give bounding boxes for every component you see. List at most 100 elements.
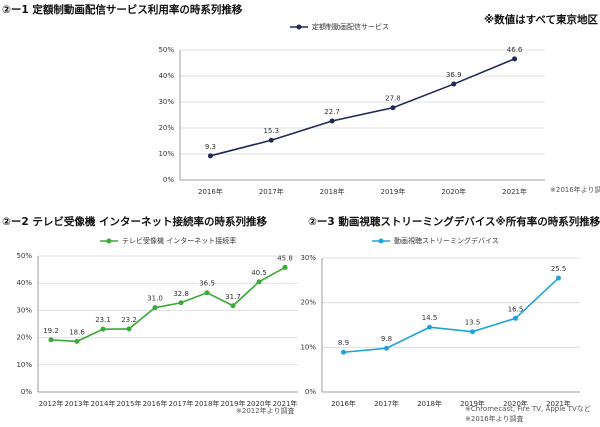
legend-marker	[378, 238, 384, 244]
y-tick-label: 10%	[16, 361, 32, 369]
footnote: ※Chromecast, Fire TV, Apple TVなど	[465, 405, 591, 413]
data-label: 8.9	[338, 339, 349, 347]
data-label: 46.6	[507, 46, 523, 54]
x-tick-label: 2019年	[460, 399, 485, 408]
series-line	[50, 266, 286, 343]
data-point	[427, 324, 432, 330]
data-point	[556, 275, 561, 281]
data-point	[451, 81, 457, 87]
series-line	[210, 58, 515, 157]
chart-title: ②ー1 定額制動画配信サービス利用率の時系列推移	[2, 3, 243, 16]
y-tick-label: 0%	[163, 176, 174, 184]
data-label: 15.3	[263, 127, 279, 135]
x-tick-label: 2021年	[273, 399, 298, 408]
y-tick-label: 10%	[300, 343, 316, 351]
y-tick-label: 20%	[300, 299, 316, 307]
data-point	[384, 345, 389, 351]
x-tick-label: 2017年	[259, 187, 284, 196]
data-label: 22.7	[324, 108, 340, 116]
y-tick-label: 40%	[16, 279, 32, 287]
data-label: 19.2	[43, 327, 59, 335]
data-label: 18.6	[69, 328, 85, 336]
y-tick-label: 30%	[16, 306, 32, 314]
footnote: ※2016年より調査	[465, 414, 524, 423]
data-label: 25.5	[551, 265, 567, 273]
y-tick-label: 50%	[158, 46, 174, 54]
data-point	[512, 56, 518, 62]
legend-marker	[106, 238, 112, 244]
chart-title: ②ー3 動画視聴ストリーミングデバイス※所有率の時系列推移	[308, 215, 600, 228]
series-line	[343, 277, 560, 354]
x-tick-label: 2017年	[374, 399, 399, 408]
x-tick-label: 2020年	[247, 399, 272, 408]
x-tick-label: 2019年	[381, 187, 406, 196]
page-note: ※数値はすべて東京地区	[484, 13, 599, 26]
y-tick-label: 0%	[305, 388, 316, 396]
data-point	[390, 105, 396, 111]
x-tick-label: 2019年	[221, 399, 246, 408]
data-point	[74, 338, 80, 344]
data-label: 40.5	[251, 269, 267, 277]
x-tick-label: 2016年	[143, 399, 168, 408]
data-point	[207, 153, 213, 159]
y-tick-label: 20%	[16, 334, 32, 342]
data-point	[100, 326, 106, 332]
data-point	[256, 279, 262, 285]
data-point	[341, 349, 346, 355]
footnote: ※2016年より調査	[550, 185, 600, 194]
x-tick-label: 2020年	[503, 399, 528, 408]
data-label: 23.1	[95, 316, 111, 324]
y-tick-label: 30%	[158, 98, 174, 106]
x-tick-label: 2021年	[502, 187, 527, 196]
x-tick-label: 2016年	[331, 399, 356, 408]
data-label: 27.8	[385, 95, 401, 103]
data-label: 9.8	[381, 335, 392, 343]
data-point	[48, 337, 54, 343]
data-point	[513, 315, 518, 321]
x-tick-label: 2018年	[320, 187, 345, 196]
data-label: 36.9	[446, 71, 462, 79]
x-tick-label: 2014年	[91, 399, 116, 408]
data-label: 16.5	[508, 305, 524, 313]
data-label: 36.5	[199, 280, 215, 288]
data-label: 14.5	[422, 314, 438, 322]
x-tick-label: 2018年	[195, 399, 220, 408]
data-label: 31.0	[147, 295, 163, 303]
data-point	[204, 290, 210, 296]
x-tick-label: 2015年	[117, 399, 142, 408]
x-tick-label: 2018年	[417, 399, 442, 408]
x-tick-label: 2017年	[169, 399, 194, 408]
data-point	[178, 300, 184, 306]
y-tick-label: 10%	[158, 150, 174, 158]
data-point	[152, 305, 158, 311]
legend-label: 動画視聴ストリーミングデバイス	[394, 236, 499, 245]
y-tick-label: 30%	[300, 254, 316, 262]
data-point	[329, 118, 335, 124]
data-label: 45.8	[277, 254, 293, 262]
legend-label: 定額制動画配信サービス	[312, 22, 389, 31]
legend-marker	[296, 24, 302, 30]
data-label: 31.7	[225, 293, 241, 301]
footnote: ※2012年より調査	[236, 406, 295, 415]
x-tick-label: 2021年	[546, 399, 571, 408]
data-label: 9.3	[205, 143, 216, 151]
y-tick-label: 0%	[21, 388, 32, 396]
data-point	[282, 264, 288, 270]
data-point	[230, 303, 236, 309]
y-tick-label: 50%	[16, 252, 32, 260]
chart-title: ②ー2 テレビ受像機 インターネット接続率の時系列推移	[2, 215, 268, 228]
data-label: 13.5	[465, 319, 481, 327]
x-tick-label: 2013年	[65, 399, 90, 408]
data-point	[126, 326, 132, 332]
data-label: 23.2	[121, 316, 137, 324]
data-label: 32.8	[173, 290, 189, 298]
data-point	[470, 329, 475, 335]
x-tick-label: 2016年	[198, 187, 223, 196]
legend-label: テレビ受像機 インターネット接続率	[122, 236, 236, 245]
y-tick-label: 40%	[158, 72, 174, 80]
data-point	[268, 137, 274, 143]
x-tick-label: 2020年	[441, 187, 466, 196]
x-tick-label: 2012年	[39, 399, 64, 408]
y-tick-label: 20%	[158, 124, 174, 132]
